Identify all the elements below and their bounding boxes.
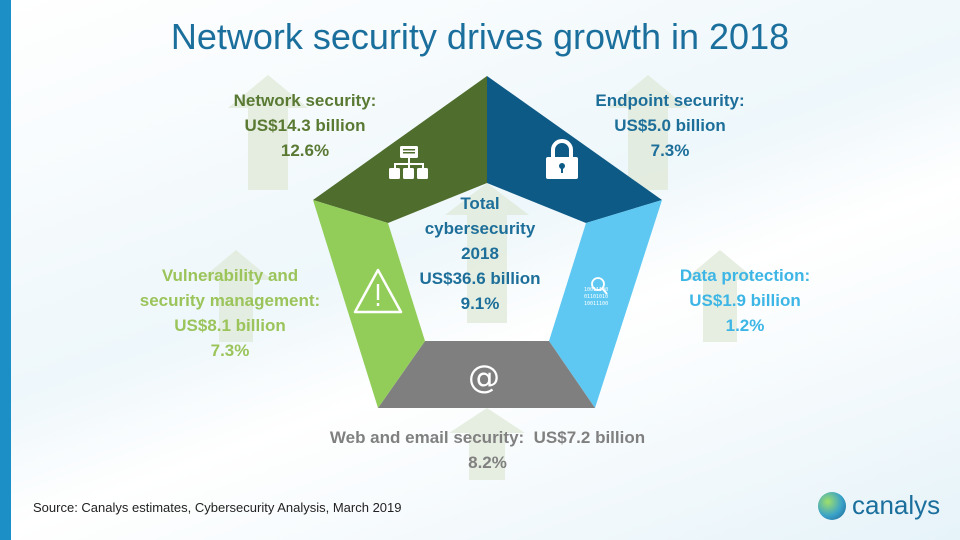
segment-vulnerability-management xyxy=(313,200,425,408)
segment-value: US$1.9 billion xyxy=(689,291,801,310)
warning-triangle-icon xyxy=(353,268,403,314)
segment-value: US$8.1 billion xyxy=(174,316,286,335)
segment-name-line: security management: xyxy=(139,291,321,310)
total-line: Total xyxy=(460,194,500,213)
label-total-cybersecurity: Total cybersecurity 2018 US$36.6 billion… xyxy=(405,191,555,316)
segment-endpoint-security xyxy=(487,76,662,223)
binary-text-line: 01101010 xyxy=(584,294,608,300)
at-sign-icon: @ xyxy=(468,358,500,396)
label-data-protection: Data protection: US$1.9 billion 1.2% xyxy=(640,263,850,338)
total-line: 2018 xyxy=(461,244,499,263)
growth-arrow-data xyxy=(684,250,756,342)
segment-value: US$7.2 billion xyxy=(533,428,646,447)
label-endpoint-security: Endpoint security: US$5.0 billion 7.3% xyxy=(565,88,775,163)
segment-value: US$5.0 billion xyxy=(614,116,726,135)
growth-arrow-web xyxy=(449,408,525,480)
network-hierarchy-icon xyxy=(389,146,428,179)
segment-name-line: Vulnerability and xyxy=(161,266,299,285)
growth-arrow-total xyxy=(445,183,529,323)
total-line: cybersecurity xyxy=(424,219,536,238)
chart-title: Network security drives growth in 2018 xyxy=(170,16,790,57)
segment-growth: 8.2% xyxy=(468,453,507,472)
segment-growth: 1.2% xyxy=(725,316,765,335)
padlock-icon xyxy=(546,139,578,179)
logo-text: canalys xyxy=(852,490,941,520)
binary-magnifier-icon: 10011100 01101010 10011100 xyxy=(584,277,608,307)
left-accent-bar xyxy=(0,0,11,540)
segment-name: Web and email security: xyxy=(329,428,525,447)
source-note: Source: Canalys estimates, Cybersecurity… xyxy=(33,500,402,515)
segment-value: US$14.3 billion xyxy=(244,116,366,135)
label-web-email-security: Web and email security: US$7.2 billion 8… xyxy=(300,425,675,475)
segment-data-protection xyxy=(549,200,662,408)
total-growth: 9.1% xyxy=(460,294,500,313)
growth-arrow-network xyxy=(228,75,308,190)
segment-growth: 7.3% xyxy=(210,341,250,360)
segment-name: Endpoint security: xyxy=(595,91,745,110)
segment-name: Data protection: xyxy=(679,266,811,285)
total-value: US$36.6 billion xyxy=(419,269,541,288)
growth-arrow-vulnerability xyxy=(200,250,272,342)
label-vulnerability-management: Vulnerability and security management: U… xyxy=(120,263,340,363)
growth-arrow-endpoint xyxy=(608,75,688,190)
canalys-logo: canalys xyxy=(818,490,948,524)
binary-text-line: 10011100 xyxy=(584,301,608,307)
segment-name: Network security: xyxy=(233,91,377,110)
segment-web-email-security xyxy=(378,341,595,408)
segment-growth: 12.6% xyxy=(280,141,330,160)
label-network-security: Network security: US$14.3 billion 12.6% xyxy=(200,88,410,163)
segment-growth: 7.3% xyxy=(650,141,690,160)
logo-globe-icon xyxy=(818,492,846,520)
